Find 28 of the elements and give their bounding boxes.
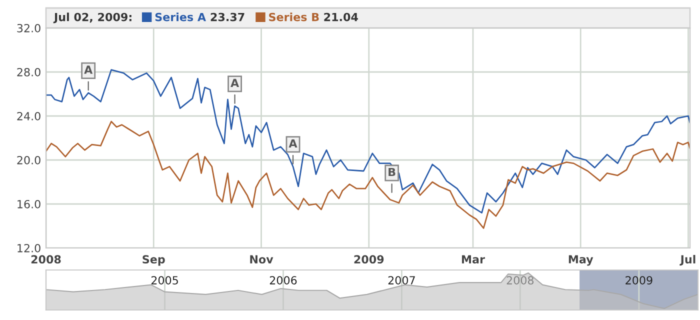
- annotation: B: [388, 168, 396, 176]
- x-tick-label: Mar: [462, 255, 485, 264]
- y-tick-label: 12.0: [18, 244, 40, 252]
- x-tick-label: Jul: [680, 254, 696, 266]
- legend-label: Series A: [155, 12, 206, 22]
- x-tick-label: Nov: [250, 255, 274, 264]
- line-series: [46, 120, 690, 229]
- y-tick-label: 28.0: [17, 68, 40, 76]
- x-tick-label: 2008: [31, 255, 61, 264]
- y-tick-label: 20.0: [17, 156, 40, 164]
- y-tick-label: 16.0: [18, 200, 40, 208]
- x-tick-label: 2007: [388, 276, 415, 285]
- x-tick-label: 2009: [626, 276, 652, 285]
- legend-label: Series B: [269, 12, 319, 22]
- annotation: A: [288, 139, 298, 148]
- x-tick-label: 2008: [506, 276, 534, 285]
- annotation: A: [230, 78, 240, 87]
- x-tick-label: 2005: [151, 276, 178, 285]
- y-tick-label: 24.0: [17, 112, 40, 120]
- legend-title: Jul 02, 2009:: [53, 12, 132, 24]
- x-tick-label: 2009: [354, 255, 384, 264]
- x-tick-label: May: [568, 255, 594, 266]
- text: 23.37: [210, 12, 244, 22]
- x-tick-label: 2006: [270, 276, 297, 285]
- text: 21.04: [324, 12, 358, 22]
- annotation: A: [84, 66, 93, 74]
- x-tick-label: Sep: [142, 255, 165, 266]
- y-tick-label: 32.0: [17, 24, 40, 32]
